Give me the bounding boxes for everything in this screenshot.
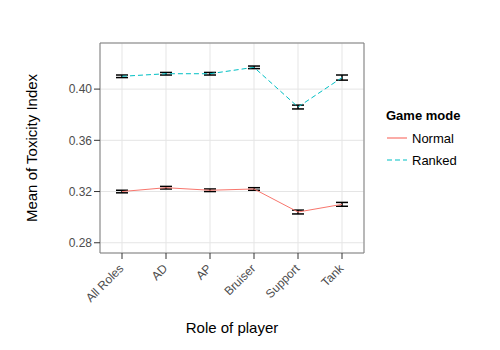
html-text:Ranked: Ranked bbox=[412, 152, 457, 168]
svg-text:0.36: 0.36 bbox=[69, 134, 93, 148]
svg-text:0.28: 0.28 bbox=[69, 236, 93, 250]
svg-text:Bruiser: Bruiser bbox=[222, 261, 259, 298]
html-text:Game mode: Game mode bbox=[386, 108, 461, 123]
svg-text:Mean of Toxicity Index: Mean of Toxicity Index bbox=[23, 73, 40, 222]
svg-text:0.32: 0.32 bbox=[69, 185, 93, 199]
svg-text:Support: Support bbox=[263, 261, 303, 301]
html-text:Normal: Normal bbox=[412, 130, 454, 146]
svg-text:Tank: Tank bbox=[319, 261, 348, 290]
svg-text:AP: AP bbox=[193, 261, 214, 282]
svg-text:0.40: 0.40 bbox=[69, 82, 93, 96]
svg-text:AD: AD bbox=[149, 261, 171, 283]
svg-text:All Roles: All Roles bbox=[83, 261, 126, 304]
svg-text:Role of player: Role of player bbox=[186, 319, 279, 336]
